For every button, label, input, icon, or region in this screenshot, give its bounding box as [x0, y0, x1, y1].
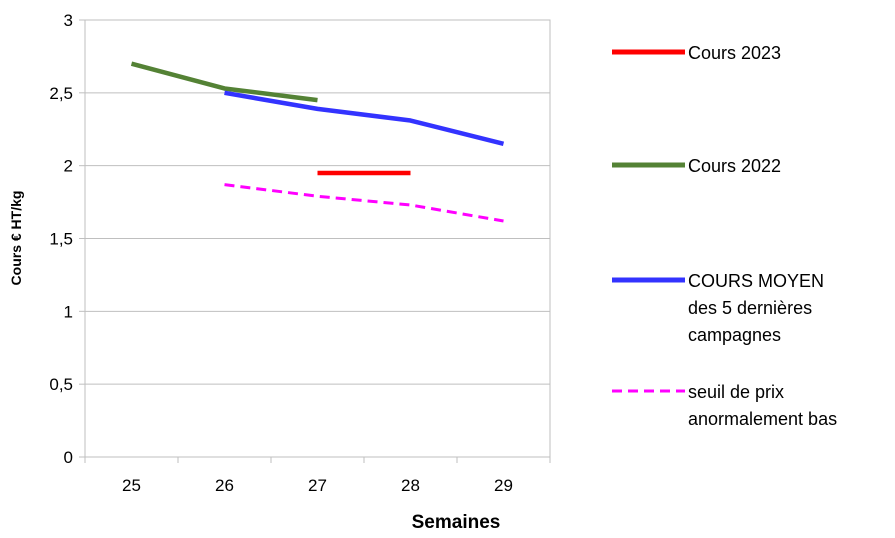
legend-label-1: Cours 2023 — [688, 43, 781, 63]
series-line-3 — [224, 90, 505, 146]
legend-label-3: des 5 dernières — [688, 298, 812, 318]
y-tick-label: 3 — [64, 11, 73, 30]
legend: Cours 2023 Cours 2022 COURS MOYEN des 5 der… — [612, 43, 837, 429]
y-tick-label: 0 — [64, 448, 73, 467]
series-lines — [130, 61, 505, 223]
series-line-4 — [224, 183, 504, 223]
x-axis: 25 26 27 28 29 — [84, 457, 551, 495]
series-line-2 — [130, 61, 318, 103]
y-tick-label: 1 — [64, 302, 73, 321]
x-tick-label: 26 — [215, 476, 234, 495]
x-tick-label: 25 — [122, 476, 141, 495]
grid-lines — [85, 92, 550, 385]
x-axis-title: Semaines — [412, 512, 501, 533]
x-tick-label: 29 — [494, 476, 513, 495]
y-axis-title: Cours € HT/kg — [8, 191, 24, 286]
x-tick-label: 28 — [401, 476, 420, 495]
y-tick-label: 2 — [64, 157, 73, 176]
x-tick-label: 27 — [308, 476, 327, 495]
y-axis: 0 0,5 1 1,5 2 2,5 3 — [49, 11, 85, 467]
legend-label-2: Cours 2022 — [688, 156, 781, 176]
y-tick-label: 1,5 — [49, 230, 73, 249]
y-tick-label: 2,5 — [49, 84, 73, 103]
y-tick-label: 0,5 — [49, 375, 73, 394]
legend-label-4: seuil de prix — [688, 382, 784, 402]
legend-label-3: campagnes — [688, 325, 781, 345]
legend-label-3: COURS MOYEN — [688, 271, 824, 291]
legend-label-4: anormalement bas — [688, 409, 837, 429]
